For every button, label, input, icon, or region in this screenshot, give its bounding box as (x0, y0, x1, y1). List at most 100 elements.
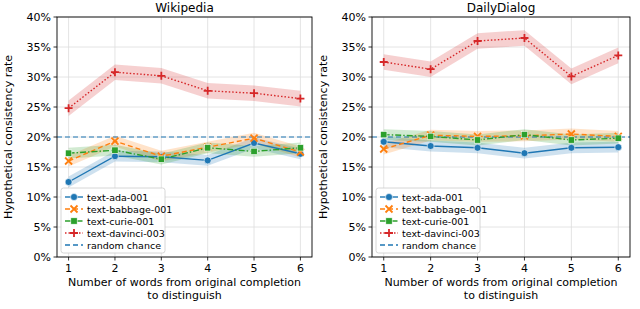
series-line (69, 138, 301, 161)
data-point (251, 135, 258, 142)
figure: 0%5%10%15%20%25%30%35%40%123456Wikipedia… (0, 0, 640, 309)
tick-mark (369, 47, 373, 48)
legend-marker (386, 218, 392, 224)
data-point (65, 158, 72, 165)
data-point (474, 137, 480, 143)
tick-mark (54, 77, 58, 78)
legend-label: text-curie-001 (402, 216, 469, 227)
tick-mark (369, 197, 373, 198)
data-point (615, 144, 622, 151)
legend: text-ada-001text-babbage-001text-curie-0… (61, 188, 172, 253)
data-point (520, 34, 528, 42)
tick-mark (54, 17, 58, 18)
tick-mark (618, 257, 619, 261)
tick-label: 40% (342, 11, 366, 24)
series-line (69, 143, 301, 182)
series-line (384, 135, 619, 140)
legend-label: text-ada-001 (402, 192, 463, 203)
tick-mark (477, 257, 478, 261)
tick-label: 30% (27, 71, 51, 84)
tick-mark (524, 257, 525, 261)
data-point (111, 138, 118, 145)
tick-label: 6 (615, 262, 622, 275)
tick-label: 1 (380, 262, 387, 275)
plot-frame (57, 17, 312, 257)
legend-label: text-davinci-003 (87, 228, 165, 239)
legend-label: text-ada-001 (87, 192, 148, 203)
data-point (381, 131, 387, 137)
data-point (111, 153, 118, 160)
tick-label: 35% (342, 41, 366, 54)
legend-label: text-babbage-001 (87, 204, 172, 215)
data-area (57, 64, 312, 187)
data-point (427, 133, 433, 139)
data-point (204, 145, 210, 151)
legend-swatch (380, 244, 398, 245)
data-point (521, 131, 527, 137)
tick-mark (300, 257, 301, 261)
tick-mark (54, 197, 58, 198)
tick-label: 15% (342, 161, 366, 174)
tick-label: 10% (27, 191, 51, 204)
tick-label: 2 (111, 262, 118, 275)
tick-mark (571, 257, 572, 261)
data-point (296, 95, 304, 103)
data-point (65, 104, 73, 112)
data-point (474, 37, 482, 45)
data-area (372, 30, 630, 158)
data-point (568, 137, 574, 143)
legend-label: text-davinci-003 (402, 228, 480, 239)
tick-label: 5% (34, 221, 51, 234)
tick-mark (54, 227, 58, 228)
legend-marker (386, 206, 393, 213)
confidence-band (69, 133, 301, 167)
tick-label: 30% (342, 71, 366, 84)
tick-label: 6 (297, 262, 304, 275)
tick-label: 5 (251, 262, 258, 275)
plot-background (372, 17, 630, 257)
tick-mark (430, 257, 431, 261)
tick-mark (369, 257, 373, 258)
tick-mark (207, 257, 208, 261)
tick-mark (383, 257, 384, 261)
data-point (380, 58, 388, 66)
plot-frame (372, 17, 630, 257)
confidence-band (384, 30, 619, 84)
tick-label: 0% (349, 251, 366, 264)
tick-mark (369, 167, 373, 168)
legend-label: random chance (87, 240, 161, 251)
confidence-band (69, 64, 301, 116)
legend-marker (386, 194, 393, 201)
data-point (614, 51, 622, 59)
tick-label: 0% (34, 251, 51, 264)
series-line (384, 142, 619, 153)
tick-mark (161, 257, 162, 261)
axis-label: Hypothetical consistency rate (317, 55, 330, 219)
tick-mark (54, 107, 58, 108)
data-point (204, 144, 211, 151)
tick-mark (369, 137, 373, 138)
tick-label: 4 (521, 262, 528, 275)
grid-line (372, 167, 630, 168)
plot-background (57, 17, 312, 257)
data-point (250, 89, 258, 97)
tick-label: 20% (27, 131, 51, 144)
grid-line (372, 77, 630, 78)
data-point (65, 179, 72, 186)
series-line (69, 148, 301, 159)
data-point (427, 65, 435, 73)
legend-marker (385, 229, 393, 237)
chart-title: DailyDialog (467, 1, 536, 15)
tick-mark (54, 167, 58, 168)
tick-mark (254, 257, 255, 261)
legend-box (376, 188, 480, 253)
tick-label: 40% (27, 11, 51, 24)
tick-mark (54, 137, 58, 138)
tick-mark (369, 107, 373, 108)
tick-mark (114, 257, 115, 261)
legend-swatch (65, 244, 83, 245)
data-point (567, 72, 575, 80)
data-point (204, 157, 211, 164)
legend-label: random chance (402, 240, 476, 251)
legend-label: text-curie-001 (87, 216, 154, 227)
